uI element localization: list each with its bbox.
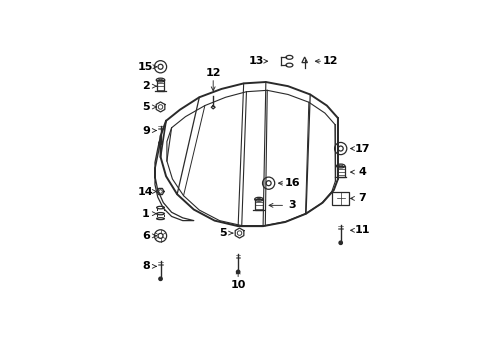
Text: 11: 11	[354, 225, 369, 235]
Text: 8: 8	[142, 261, 149, 271]
Text: 9: 9	[142, 126, 149, 135]
Text: 13: 13	[248, 56, 263, 66]
Text: 16: 16	[284, 178, 300, 188]
Circle shape	[159, 141, 162, 145]
Text: 7: 7	[358, 193, 366, 203]
Bar	[255, 199, 262, 210]
Text: 15: 15	[138, 62, 153, 72]
Text: 6: 6	[142, 231, 149, 241]
Text: 12: 12	[205, 68, 221, 78]
Text: 2: 2	[142, 81, 149, 91]
Text: 1: 1	[142, 209, 149, 219]
Text: 4: 4	[358, 167, 366, 177]
Text: 12: 12	[322, 56, 338, 66]
Text: 5: 5	[218, 228, 226, 238]
Circle shape	[159, 277, 162, 280]
Text: 14: 14	[138, 186, 153, 197]
Bar	[156, 80, 164, 91]
Text: 5: 5	[142, 102, 149, 112]
Text: 17: 17	[354, 144, 369, 153]
Bar	[332, 192, 348, 205]
Text: 10: 10	[230, 280, 245, 290]
Circle shape	[338, 241, 342, 244]
Text: 3: 3	[288, 201, 296, 210]
Circle shape	[236, 270, 239, 274]
Bar	[336, 166, 344, 177]
